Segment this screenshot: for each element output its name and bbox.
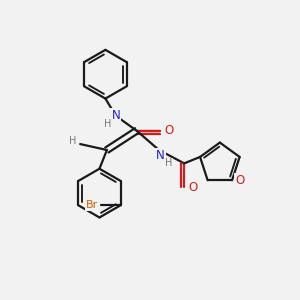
Text: O: O bbox=[164, 124, 173, 137]
Text: Br: Br bbox=[86, 200, 98, 210]
Text: O: O bbox=[235, 174, 244, 187]
Text: H: H bbox=[104, 119, 111, 129]
Text: N: N bbox=[111, 109, 120, 122]
Text: O: O bbox=[188, 181, 197, 194]
Text: N: N bbox=[156, 149, 165, 162]
Text: H: H bbox=[165, 158, 172, 168]
Text: H: H bbox=[69, 136, 76, 146]
